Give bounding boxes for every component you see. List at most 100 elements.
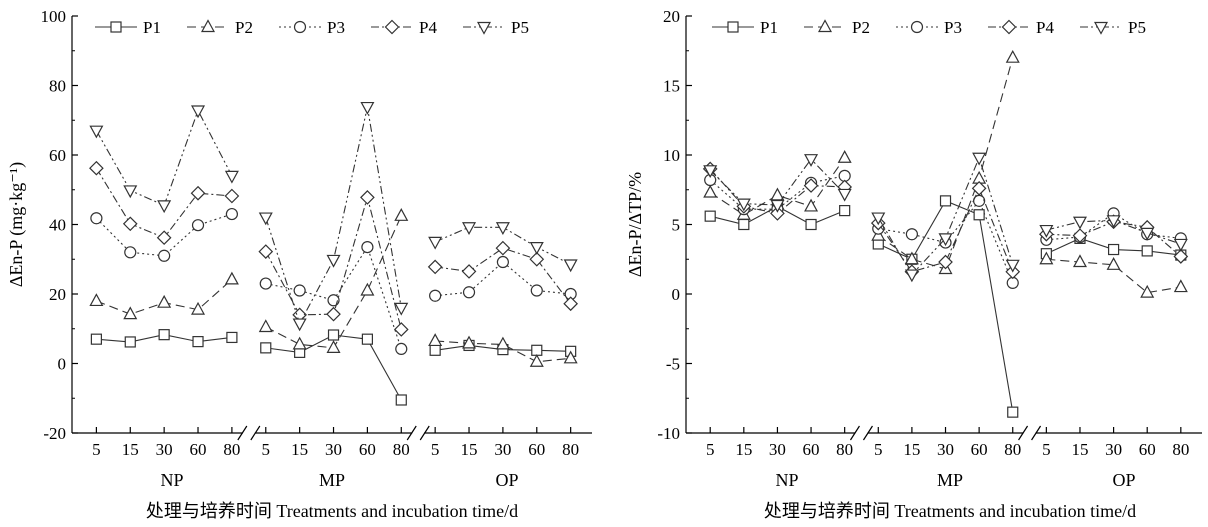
data-point [327,329,340,341]
data-point [770,187,785,201]
legend-marker [293,20,307,34]
legend-label: P5 [1128,18,1146,37]
data-point [703,165,718,179]
series-line [435,261,571,297]
data-point [90,333,102,345]
x-tick-label: 60 [528,440,545,459]
data-point [938,254,953,270]
legend-marker [1001,19,1017,35]
group-label: NP [775,470,798,490]
data-point [1107,243,1120,256]
data-point [1005,259,1020,273]
data-point [361,333,374,345]
data-point [292,336,307,350]
data-point [1106,257,1121,270]
data-point [462,286,476,299]
data-point [1072,228,1088,243]
series-P3 [90,207,577,356]
x-tick-label: 30 [937,440,954,459]
data-point [496,255,510,269]
data-point [224,188,240,204]
x-tick-label: 5 [262,440,271,459]
y-tick-label: -5 [666,355,680,374]
y-tick-label: -20 [43,424,66,443]
legend-label: P2 [235,18,253,37]
data-point [837,150,852,163]
series-P4 [89,160,579,337]
series-line [877,156,1014,276]
data-point [394,208,409,221]
data-point [124,246,137,259]
x-tick-label: 30 [494,440,511,459]
data-point [395,394,407,406]
data-point [190,185,206,201]
data-point [395,342,408,356]
series-line [1046,258,1181,294]
x-tick-label: 60 [971,440,988,459]
y-tick-label: 0 [58,355,67,374]
data-point [429,289,442,302]
legend-label: P2 [852,18,870,37]
y-axis-title: ΔEn-P (mg·kg⁻¹) [6,162,27,287]
group-label: OP [1112,470,1135,490]
y-tick-label: 5 [672,216,681,235]
data-point [226,331,238,344]
data-point [326,340,341,353]
x-tick-label: 60 [190,440,207,459]
data-point [123,185,138,199]
data-point [90,212,103,225]
series-line [709,157,846,216]
data-point [736,198,751,212]
data-point [972,152,987,166]
legend-marker [910,20,924,34]
data-point [428,236,443,250]
legend-marker [476,21,492,35]
x-tick-label: 5 [1042,440,1051,459]
data-point [89,293,104,307]
data-point [531,344,543,356]
data-point [805,218,817,231]
legend: P1 P2 P3 P4 P5 [95,18,529,37]
data-point [360,101,375,115]
data-point [1072,216,1087,230]
data-point [258,319,273,333]
data-point [1173,279,1188,293]
data-point [1039,224,1054,238]
x-axis-title: 处理与培养时间 Treatments and incubation time/d [764,501,1136,521]
data-point [804,198,819,212]
data-point [529,354,544,367]
axis-break-mark [1031,425,1042,441]
data-point [839,205,851,217]
data-point [837,188,852,202]
data-point [258,212,273,226]
legend-marker [110,21,122,33]
legend-marker [1093,21,1109,35]
data-point [361,240,374,254]
x-tick-label: 60 [359,440,376,459]
data-point [192,336,204,348]
series-P5 [89,101,578,332]
y-tick-label: 100 [41,7,67,26]
data-point [360,190,375,205]
data-point [462,335,477,349]
data-point [738,218,750,231]
x-tick-label: 30 [769,440,786,459]
data-point [293,284,306,297]
data-point [156,230,172,246]
data-point [1072,254,1087,268]
x-tick-label: 80 [562,440,579,459]
data-point [327,294,340,307]
data-point [1173,238,1188,252]
data-point [529,241,544,255]
series-line [265,195,402,330]
axis-break-mark [1018,425,1029,441]
data-point [191,105,206,119]
series-P1 [704,195,1187,418]
data-point [939,195,952,207]
data-point [1140,227,1155,241]
data-point [938,233,953,247]
axis-break-mark [862,425,873,441]
x-tick-label: 5 [92,440,101,459]
data-point [360,282,375,296]
